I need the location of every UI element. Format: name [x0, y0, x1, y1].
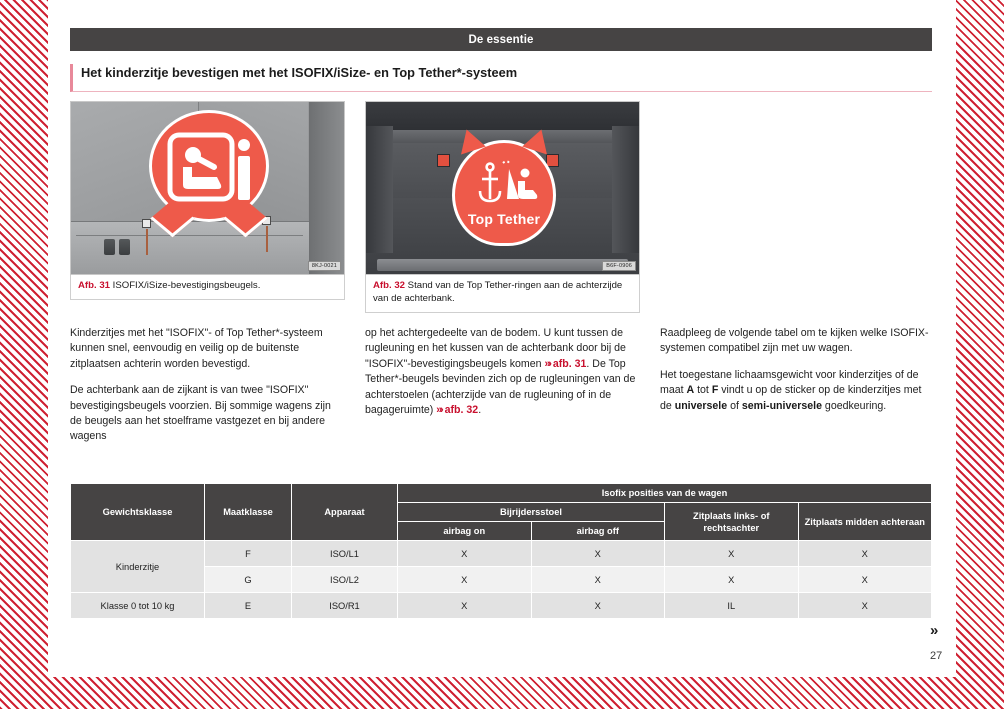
- table-header-row-2: Bijrijdersstoel Zitplaats links- of rech…: [71, 503, 931, 540]
- cross-reference-chevron-icon-2: »›: [436, 404, 444, 417]
- th-isofix-posities: Isofix posities van de wagen: [398, 484, 931, 502]
- cross-reference-afb31[interactable]: afb. 31: [552, 357, 587, 370]
- cell-airbag-on-r3: X: [398, 593, 531, 618]
- size-class-a: A: [686, 384, 695, 397]
- col3-text-c: tot: [694, 384, 712, 397]
- col2-text-c: .: [478, 404, 482, 417]
- body-column-2: op het achtergedeelte van de bodem. U ku…: [365, 326, 640, 429]
- col2-text-b: . De Top Tether*-beugels bevinden zich o…: [365, 357, 636, 417]
- th-maatklasse: Maatklasse: [205, 484, 291, 540]
- figure-31-label: Afb. 31: [78, 280, 110, 291]
- figure-31-caption: Afb. 31 ISOFIX/iSize-bevestigingsbeugels…: [70, 275, 345, 300]
- figure-32-label: Afb. 32: [373, 280, 405, 291]
- isofix-compatibility-table: Gewichtsklasse Maatklasse Apparaat Isofi…: [70, 483, 932, 619]
- figure-31-caption-text: ISOFIX/iSize-bevestigingsbeugels.: [112, 280, 261, 291]
- figure-32-caption: Afb. 32 Stand van de Top Tether-ringen a…: [365, 275, 640, 313]
- col3-text-f: goedkeuring.: [821, 399, 887, 412]
- col2-paragraph-1: op het achtergedeelte van de bodem. U ku…: [365, 326, 640, 418]
- isofix-child-seat-icon: [167, 132, 250, 202]
- cell-maatklasse-f: F: [205, 541, 291, 566]
- table-body: Kinderzitje F ISO/L1 X X X X G ISO/L2 X …: [71, 541, 931, 618]
- cell-airbag-on-r2: X: [398, 567, 531, 592]
- figure-31: 8KJ-0021 Afb. 31 ISOFIX/iSize-bevestigin…: [70, 101, 345, 300]
- top-tether-badge-text: Top Tether: [467, 211, 541, 227]
- cell-airbag-off-r2: X: [531, 567, 664, 592]
- approval-universeel: universele: [674, 399, 728, 412]
- col3-paragraph-1: Raadpleeg de volgende tabel om te kijken…: [660, 327, 929, 355]
- approval-semi-universeel: semi-universele: [741, 399, 822, 412]
- cell-gewichtsklasse-klasse0: Klasse 0 tot 10 kg: [71, 593, 204, 618]
- th-apparaat: Apparaat: [292, 484, 397, 540]
- cell-gewichtsklasse-kinderzitje: Kinderzitje: [71, 541, 204, 592]
- figure-31-image: 8KJ-0021: [70, 101, 345, 275]
- cell-apparaat-isol2: ISO/L2: [292, 567, 397, 592]
- next-page-arrow-icon[interactable]: »: [930, 622, 939, 639]
- page-number: 27: [930, 650, 943, 662]
- figure-32-caption-text: Stand van de Top Tether-ringen aan de ac…: [373, 280, 623, 304]
- size-class-f: F: [711, 384, 719, 397]
- cross-reference-afb32[interactable]: afb. 32: [444, 404, 479, 417]
- cell-airbag-off-r1: X: [531, 541, 664, 566]
- figure-32-code: B6F-0906: [602, 261, 636, 271]
- col2-text-a: op het achtergedeelte van de bodem. U ku…: [365, 327, 626, 370]
- cell-midden-r2: X: [798, 567, 931, 592]
- top-tether-badge: Top Tether: [452, 125, 556, 246]
- col1-paragraph-1: Kinderzitjes met het "ISOFIX"- of Top Te…: [70, 327, 323, 370]
- col3-text-d: vindt u op de sticker op de kinderzitjes…: [660, 384, 922, 412]
- cell-links-rechts-r2: X: [665, 567, 798, 592]
- top-tether-anchor-icon: [478, 160, 538, 203]
- figure-32: Top Tether B6F-0906 Afb. 32 Stand van de…: [365, 101, 640, 313]
- col3-paragraph-2: Het toegestane lichaamsgewicht voor kind…: [660, 368, 935, 414]
- cell-apparaat-isor1: ISO/R1: [292, 593, 397, 618]
- table-header-row-3: airbag on airbag off: [71, 522, 931, 540]
- table-row: G ISO/L2 X X X X: [71, 567, 931, 592]
- th-zitplaats-links-rechts: Zitplaats links- of rechtsachter: [665, 503, 798, 540]
- chapter-header-title: De essentie: [468, 33, 534, 46]
- th-gewichtsklasse: Gewichtsklasse: [71, 484, 204, 540]
- table-row: Kinderzitje F ISO/L1 X X X X: [71, 541, 931, 592]
- cell-airbag-off-r3: X: [531, 593, 664, 618]
- cell-links-rechts-r3: IL: [665, 593, 798, 618]
- cell-apparaat-isol1: ISO/L1: [292, 541, 397, 566]
- cell-midden-r1: X: [798, 541, 931, 566]
- chapter-header-bar: De essentie: [70, 28, 932, 51]
- cell-airbag-on-r1: X: [398, 541, 531, 566]
- th-airbag-on: airbag on: [398, 522, 531, 540]
- table-row: Klasse 0 tot 10 kg E ISO/R1 X X IL X: [71, 593, 931, 618]
- figure-32-image: Top Tether B6F-0906: [365, 101, 640, 275]
- col3-text-e: of: [727, 399, 742, 412]
- col1-paragraph-2: De achterbank aan de zijkant is van twee…: [70, 384, 331, 443]
- th-zitplaats-midden: Zitplaats midden achteraan: [798, 503, 931, 540]
- cell-maatklasse-g: G: [205, 567, 291, 592]
- th-airbag-off: airbag off: [531, 522, 664, 540]
- table-head: Gewichtsklasse Maatklasse Apparaat Isofi…: [71, 484, 931, 540]
- cell-maatklasse-e: E: [205, 593, 291, 618]
- cross-reference-chevron-icon: »›: [544, 357, 552, 370]
- section-heading-text: Het kinderzitje bevestigen met het ISOFI…: [81, 65, 518, 80]
- cell-links-rechts-r1: X: [665, 541, 798, 566]
- cell-midden-r3: X: [798, 593, 931, 618]
- figure-31-code: 8KJ-0021: [307, 261, 341, 271]
- body-column-1: Kinderzitjes met het "ISOFIX"- of Top Te…: [70, 326, 345, 456]
- table-header-row-1: Gewichtsklasse Maatklasse Apparaat Isofi…: [71, 484, 931, 540]
- section-heading: Het kinderzitje bevestigen met het ISOFI…: [70, 64, 932, 92]
- manual-page: De essentie Het kinderzitje bevestigen m…: [48, 0, 956, 677]
- th-bijrijdersstoel: Bijrijdersstoel: [398, 503, 664, 521]
- col3-text-a: Het toegestane lichaamsgewicht voor kind…: [660, 368, 919, 397]
- isofix-speech-bubble: [149, 110, 269, 222]
- body-column-3: Raadpleeg de volgende tabel om te kijken…: [660, 326, 935, 425]
